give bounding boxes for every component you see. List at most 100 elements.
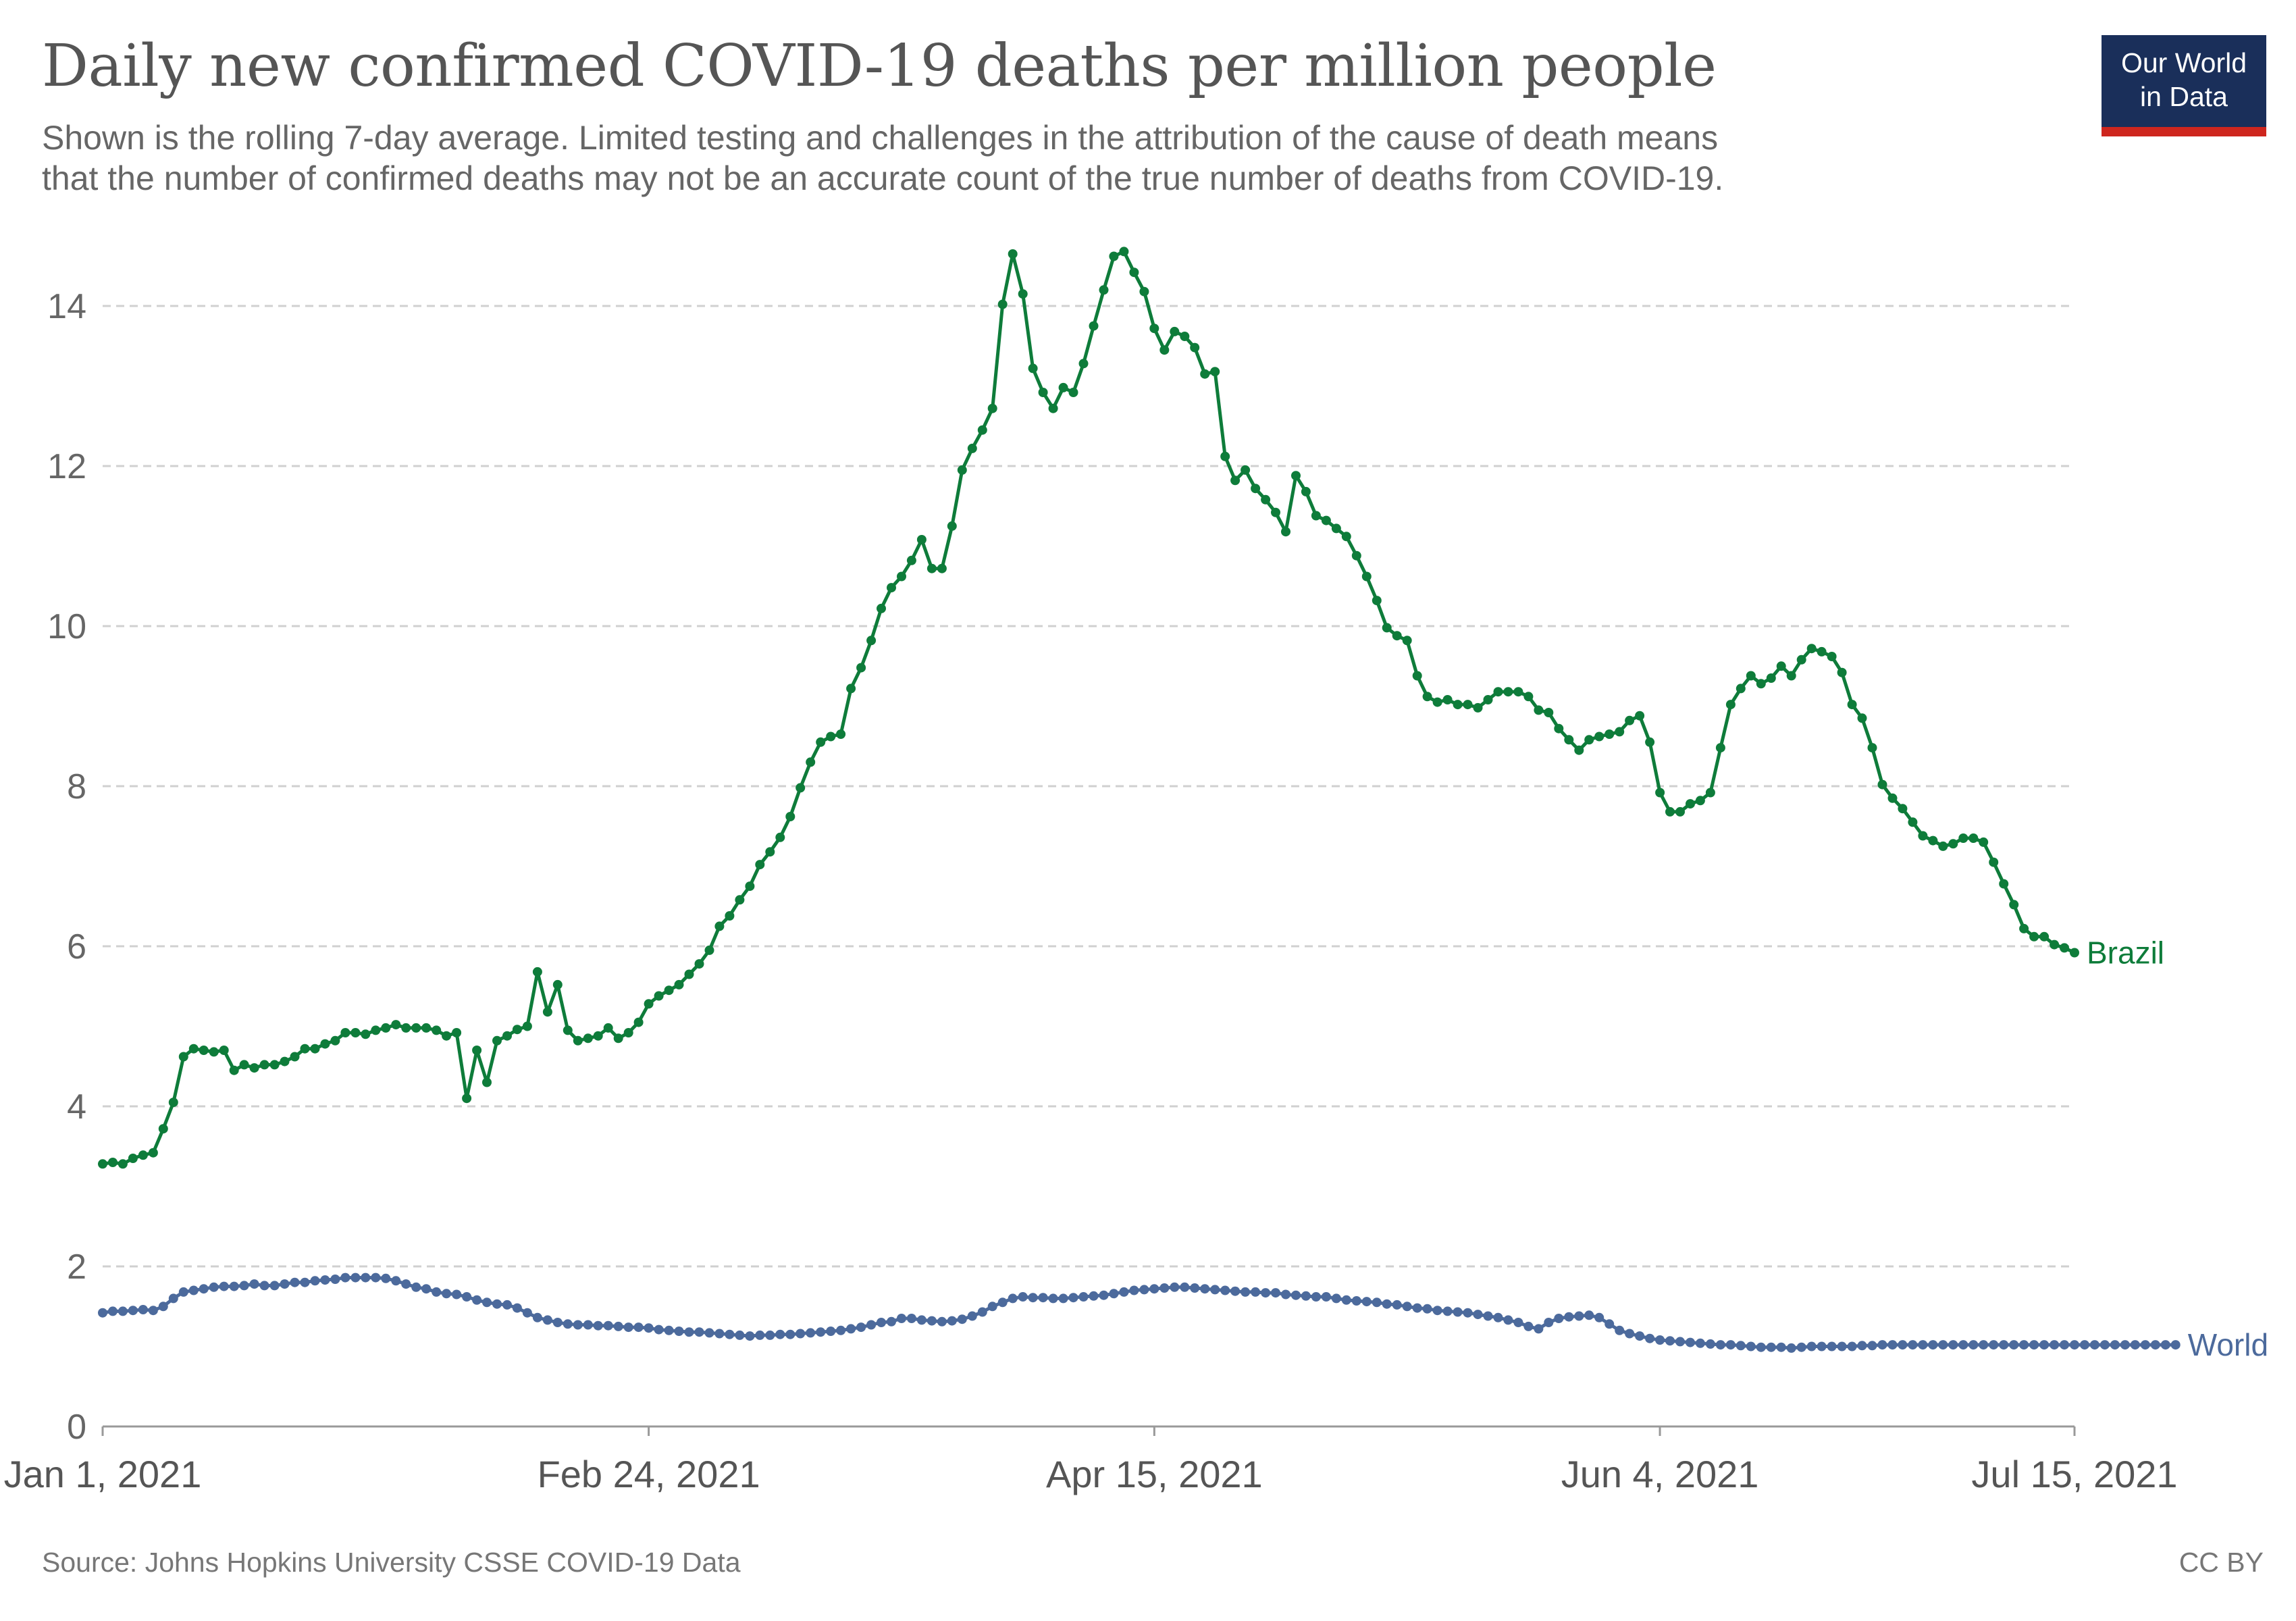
data-point[interactable] [1796, 1342, 1806, 1352]
data-point[interactable] [472, 1295, 482, 1305]
data-point[interactable] [492, 1299, 502, 1309]
data-point[interactable] [1837, 667, 1847, 677]
data-point[interactable] [1817, 1341, 1827, 1352]
data-point[interactable] [401, 1023, 411, 1033]
data-point[interactable] [128, 1306, 138, 1316]
data-point[interactable] [1361, 1297, 1372, 1307]
data-point[interactable] [532, 1312, 542, 1322]
data-point[interactable] [1594, 1312, 1604, 1322]
data-point[interactable] [1655, 788, 1665, 798]
data-point[interactable] [1099, 285, 1109, 295]
data-point[interactable] [1453, 1307, 1463, 1317]
data-point[interactable] [947, 521, 957, 531]
data-point[interactable] [1989, 857, 1999, 867]
data-point[interactable] [1119, 247, 1129, 257]
data-point[interactable] [2039, 1340, 2050, 1350]
data-point[interactable] [350, 1272, 361, 1283]
data-point[interactable] [1473, 1310, 1483, 1320]
data-point[interactable] [1877, 1340, 1887, 1350]
data-point[interactable] [897, 1314, 906, 1323]
data-point[interactable] [1705, 1339, 1715, 1349]
data-point[interactable] [967, 443, 977, 453]
data-point[interactable] [674, 1327, 684, 1336]
data-point[interactable] [1938, 841, 1948, 851]
data-point[interactable] [1058, 1293, 1068, 1304]
data-point[interactable] [1635, 711, 1645, 721]
data-point[interactable] [371, 1272, 381, 1283]
data-point[interactable] [2019, 923, 2029, 933]
data-point[interactable] [1392, 1300, 1402, 1310]
data-point[interactable] [785, 812, 795, 821]
data-point[interactable] [552, 979, 563, 989]
data-point[interactable] [1493, 1312, 1503, 1322]
data-point[interactable] [1361, 571, 1372, 582]
data-point[interactable] [1786, 1343, 1796, 1353]
data-point[interactable] [694, 959, 704, 969]
data-point[interactable] [1210, 1285, 1220, 1295]
data-point[interactable] [1675, 1337, 1685, 1347]
data-point[interactable] [1625, 715, 1635, 725]
data-point[interactable] [2060, 1340, 2069, 1350]
data-point[interactable] [1534, 705, 1544, 715]
data-point[interactable] [755, 860, 765, 870]
data-point[interactable] [1918, 831, 1928, 841]
data-point[interactable] [967, 1311, 977, 1321]
data-point[interactable] [512, 1303, 522, 1313]
data-point[interactable] [1746, 1341, 1756, 1352]
data-point[interactable] [158, 1124, 168, 1134]
data-point[interactable] [361, 1029, 371, 1039]
data-point[interactable] [613, 1321, 623, 1331]
data-point[interactable] [714, 1329, 725, 1339]
data-point[interactable] [118, 1306, 128, 1316]
data-point[interactable] [1898, 804, 1908, 814]
data-point[interactable] [2029, 931, 2039, 942]
data-point[interactable] [249, 1279, 259, 1289]
data-point[interactable] [421, 1023, 432, 1033]
data-point[interactable] [2099, 1340, 2110, 1350]
data-point[interactable] [1564, 735, 1574, 745]
data-point[interactable] [1715, 1340, 1725, 1350]
data-point[interactable] [1756, 1342, 1766, 1352]
series-label-world[interactable]: World [2188, 1327, 2268, 1362]
data-point[interactable] [320, 1039, 330, 1049]
data-point[interactable] [1422, 1304, 1432, 1314]
data-point[interactable] [937, 563, 947, 573]
data-point[interactable] [2039, 931, 2050, 942]
data-point[interactable] [502, 1300, 512, 1310]
data-point[interactable] [229, 1065, 239, 1075]
data-point[interactable] [138, 1305, 148, 1314]
data-point[interactable] [866, 636, 877, 646]
data-point[interactable] [836, 1325, 846, 1335]
data-point[interactable] [725, 911, 735, 921]
data-point[interactable] [644, 999, 654, 1009]
data-point[interactable] [1230, 1286, 1241, 1296]
data-point[interactable] [1554, 1314, 1564, 1323]
data-point[interactable] [1493, 687, 1503, 697]
data-point[interactable] [1149, 1284, 1159, 1294]
data-point[interactable] [916, 1315, 927, 1325]
data-point[interactable] [836, 729, 846, 739]
data-point[interactable] [1412, 671, 1422, 681]
data-point[interactable] [1968, 833, 1979, 843]
data-point[interactable] [937, 1316, 947, 1327]
data-point[interactable] [512, 1025, 522, 1035]
data-point[interactable] [1908, 817, 1918, 827]
data-point[interactable] [2070, 948, 2079, 958]
data-point[interactable] [1068, 1293, 1078, 1303]
data-point[interactable] [583, 1033, 593, 1044]
data-point[interactable] [1018, 1292, 1028, 1302]
data-point[interactable] [2080, 1340, 2089, 1350]
data-point[interactable] [997, 299, 1008, 309]
data-point[interactable] [2170, 1340, 2181, 1350]
data-point[interactable] [1382, 1299, 1392, 1309]
data-point[interactable] [1473, 702, 1483, 713]
data-point[interactable] [219, 1281, 229, 1291]
data-point[interactable] [492, 1035, 502, 1046]
data-point[interactable] [2029, 1340, 2039, 1350]
data-point[interactable] [259, 1060, 269, 1070]
data-point[interactable] [199, 1284, 209, 1294]
data-point[interactable] [1351, 1296, 1361, 1306]
data-point[interactable] [563, 1319, 573, 1329]
data-point[interactable] [927, 563, 937, 573]
data-point[interactable] [2019, 1340, 2029, 1350]
